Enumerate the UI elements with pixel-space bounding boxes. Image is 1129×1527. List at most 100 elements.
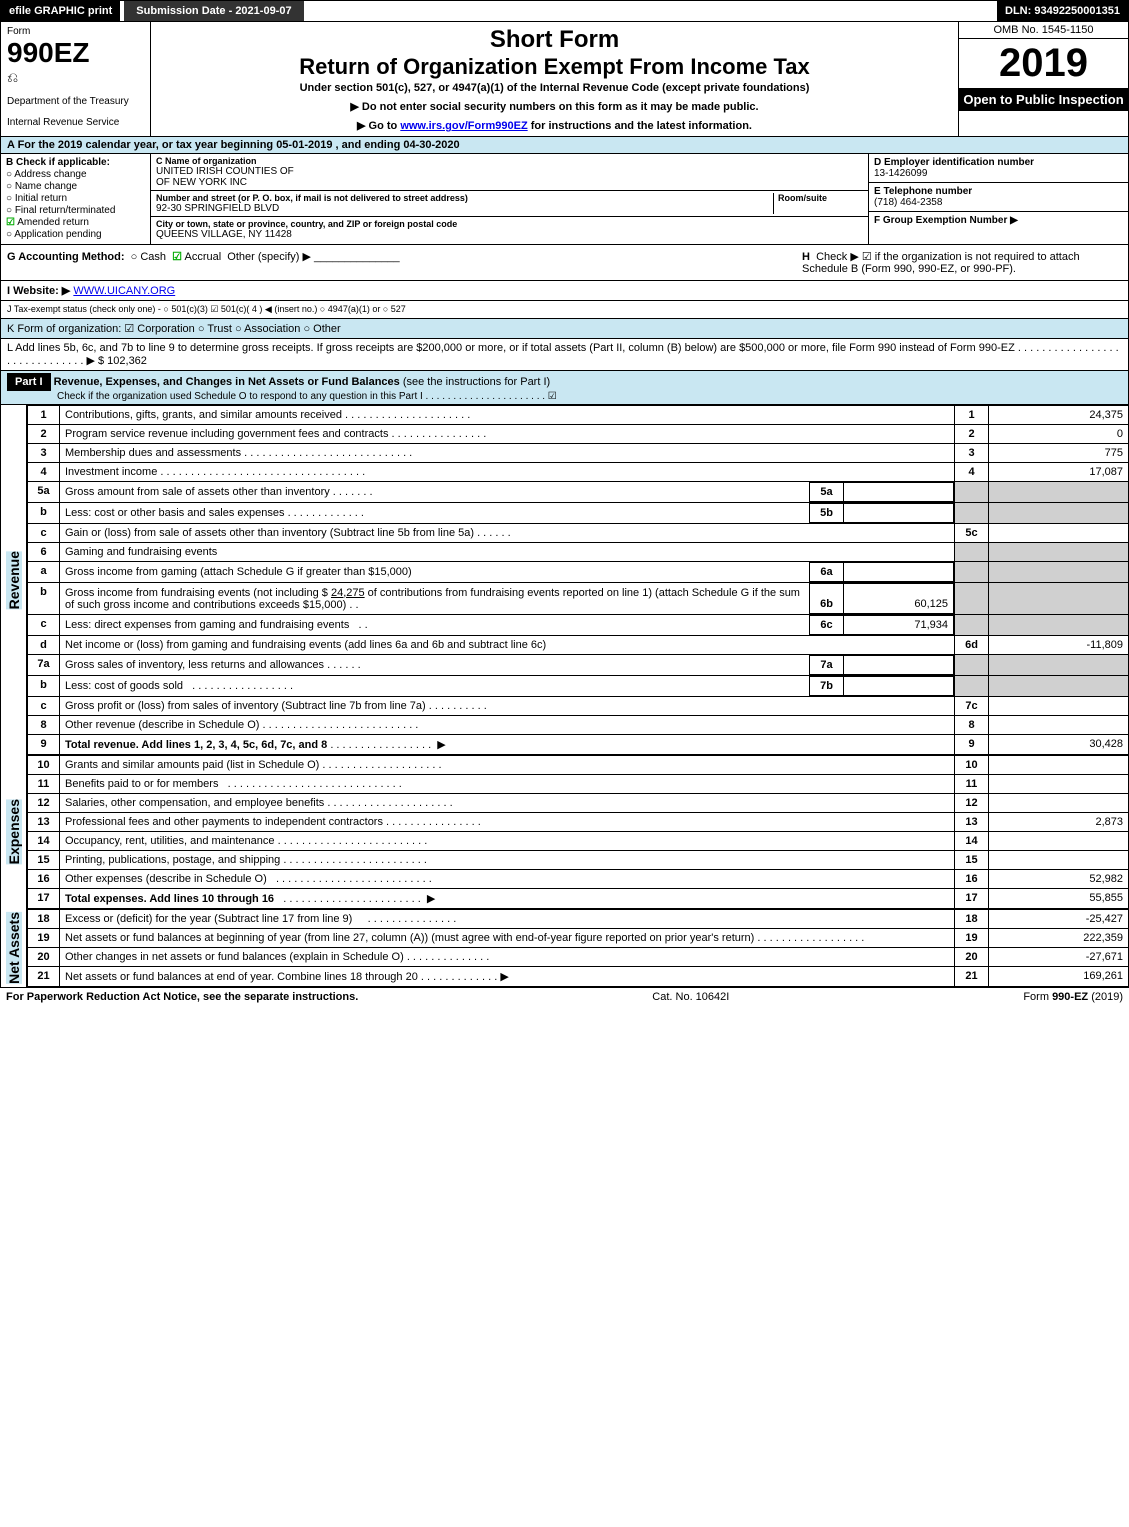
phone-value: (718) 464-2358 bbox=[874, 197, 1123, 208]
line-18: 18Excess or (deficit) for the year (Subt… bbox=[28, 910, 1129, 929]
line-8: 8Other revenue (describe in Schedule O) … bbox=[28, 716, 1129, 735]
line-5a: 5aGross amount from sale of assets other… bbox=[28, 482, 1129, 503]
ein-value: 13-1426099 bbox=[874, 168, 1123, 179]
expenses-section: Expenses 10Grants and similar amounts pa… bbox=[0, 755, 1129, 909]
row-l: L Add lines 5b, 6c, and 7b to line 9 to … bbox=[0, 339, 1129, 371]
g-label: G Accounting Method: bbox=[7, 251, 125, 263]
l-amount: $ 102,362 bbox=[98, 355, 147, 367]
open-inspection: Open to Public Inspection bbox=[959, 88, 1128, 111]
line-6d: dNet income or (loss) from gaming and fu… bbox=[28, 636, 1129, 655]
footer-mid: Cat. No. 10642I bbox=[652, 991, 729, 1003]
line-13: 13Professional fees and other payments t… bbox=[28, 813, 1129, 832]
section-b-title: B Check if applicable: bbox=[6, 157, 145, 168]
i-label: I Website: ▶ bbox=[7, 285, 70, 297]
netassets-side-label: Net Assets bbox=[6, 912, 22, 984]
form-header: Form 990EZ ⎌ Department of the Treasury … bbox=[0, 22, 1129, 137]
city-state-zip: QUEENS VILLAGE, NY 11428 bbox=[156, 229, 863, 240]
chk-name-change[interactable]: ○ Name change bbox=[6, 181, 145, 192]
efile-label[interactable]: efile GRAPHIC print bbox=[1, 1, 120, 21]
line-16: 16Other expenses (describe in Schedule O… bbox=[28, 870, 1129, 889]
arrow-line-2: ▶ Go to www.irs.gov/Form990EZ for instru… bbox=[161, 119, 948, 132]
arrow2-pre: ▶ Go to bbox=[357, 120, 400, 132]
line-7b: bLess: cost of goods sold . . . . . . . … bbox=[28, 676, 1129, 697]
short-form-label: Short Form bbox=[161, 26, 948, 54]
footer-left: For Paperwork Reduction Act Notice, see … bbox=[6, 991, 358, 1003]
section-c: C Name of organization UNITED IRISH COUN… bbox=[151, 154, 868, 244]
row-k: K Form of organization: ☑ Corporation ○ … bbox=[0, 319, 1129, 339]
line-5c: cGain or (loss) from sale of assets othe… bbox=[28, 524, 1129, 543]
org-name-1: UNITED IRISH COUNTIES OF bbox=[156, 166, 863, 177]
chk-amended-return[interactable]: ☑ Amended return bbox=[6, 217, 145, 228]
l-text: L Add lines 5b, 6c, and 7b to line 9 to … bbox=[7, 342, 1119, 367]
row-j: J Tax-exempt status (check only one) - ○… bbox=[0, 301, 1129, 319]
line-3: 3Membership dues and assessments . . . .… bbox=[28, 444, 1129, 463]
footer-right: Form 990-EZ (2019) bbox=[1023, 991, 1123, 1003]
part-1-header: Part I Revenue, Expenses, and Changes in… bbox=[0, 371, 1129, 405]
line-9: 9Total revenue. Add lines 1, 2, 3, 4, 5c… bbox=[28, 735, 1129, 755]
info-grid: B Check if applicable: ○ Address change … bbox=[0, 154, 1129, 245]
line-6c: cLess: direct expenses from gaming and f… bbox=[28, 615, 1129, 636]
part-1-check-line: Check if the organization used Schedule … bbox=[57, 391, 1122, 402]
g-cash[interactable]: Cash bbox=[140, 251, 166, 263]
row-g-h: G Accounting Method: ○ Cash ☑ Accrual Ot… bbox=[0, 245, 1129, 281]
right-box: OMB No. 1545-1150 2019 Open to Public In… bbox=[958, 22, 1128, 136]
room-label: Room/suite bbox=[778, 193, 863, 203]
h-label: H bbox=[802, 251, 810, 263]
revenue-section: Revenue 1Contributions, gifts, grants, a… bbox=[0, 405, 1129, 755]
arrow-line-1: ▶ Do not enter social security numbers o… bbox=[161, 100, 948, 113]
line-20: 20Other changes in net assets or fund ba… bbox=[28, 948, 1129, 967]
dept-treasury: Department of the Treasury bbox=[7, 96, 144, 107]
line-2: 2Program service revenue including gover… bbox=[28, 425, 1129, 444]
subtitle: Under section 501(c), 527, or 4947(a)(1)… bbox=[161, 82, 948, 94]
line-11: 11Benefits paid to or for members . . . … bbox=[28, 775, 1129, 794]
g-other[interactable]: Other (specify) ▶ bbox=[227, 251, 311, 263]
line-6b: bGross income from fundraising events (n… bbox=[28, 583, 1129, 615]
form-number-box: Form 990EZ ⎌ Department of the Treasury … bbox=[1, 22, 151, 136]
line-4: 4Investment income . . . . . . . . . . .… bbox=[28, 463, 1129, 482]
chk-initial-return[interactable]: ○ Initial return bbox=[6, 193, 145, 204]
omb-number: OMB No. 1545-1150 bbox=[959, 22, 1128, 39]
top-bar: efile GRAPHIC print Submission Date - 20… bbox=[0, 0, 1129, 22]
row-i: I Website: ▶ WWW.UICANY.ORG bbox=[0, 281, 1129, 301]
city-label: City or town, state or province, country… bbox=[156, 219, 863, 229]
expenses-side-label: Expenses bbox=[6, 799, 22, 864]
dln-label: DLN: 93492250001351 bbox=[997, 1, 1128, 21]
submission-date: Submission Date - 2021-09-07 bbox=[124, 1, 303, 21]
section-b: B Check if applicable: ○ Address change … bbox=[1, 154, 151, 244]
line-17: 17Total expenses. Add lines 10 through 1… bbox=[28, 889, 1129, 909]
street-address: 92-30 SPRINGFIELD BLVD bbox=[156, 203, 773, 214]
page-footer: For Paperwork Reduction Act Notice, see … bbox=[0, 987, 1129, 1006]
line-12: 12Salaries, other compensation, and empl… bbox=[28, 794, 1129, 813]
form-label: Form bbox=[7, 26, 144, 37]
net-assets-section: Net Assets 18Excess or (deficit) for the… bbox=[0, 909, 1129, 987]
chk-address-change[interactable]: ○ Address change bbox=[6, 169, 145, 180]
line-5b: bLess: cost or other basis and sales exp… bbox=[28, 503, 1129, 524]
website-link[interactable]: WWW.UICANY.ORG bbox=[73, 285, 175, 297]
part-1-title: Revenue, Expenses, and Changes in Net As… bbox=[54, 376, 400, 388]
form-number: 990EZ bbox=[7, 37, 144, 69]
line-15: 15Printing, publications, postage, and s… bbox=[28, 851, 1129, 870]
line-7a: 7aGross sales of inventory, less returns… bbox=[28, 655, 1129, 676]
h-text: Check ▶ ☑ if the organization is not req… bbox=[802, 251, 1080, 275]
line-10: 10Grants and similar amounts paid (list … bbox=[28, 756, 1129, 775]
irs-link[interactable]: www.irs.gov/Form990EZ bbox=[400, 120, 527, 132]
g-accrual[interactable]: Accrual bbox=[184, 251, 221, 263]
line-19: 19Net assets or fund balances at beginni… bbox=[28, 929, 1129, 948]
tax-year: 2019 bbox=[959, 39, 1128, 88]
line-14: 14Occupancy, rent, utilities, and mainte… bbox=[28, 832, 1129, 851]
chk-final-return[interactable]: ○ Final return/terminated bbox=[6, 205, 145, 216]
line-7c: cGross profit or (loss) from sales of in… bbox=[28, 697, 1129, 716]
chk-application-pending[interactable]: ○ Application pending bbox=[6, 229, 145, 240]
c-org-label: C Name of organization bbox=[156, 156, 863, 166]
line-6a: aGross income from gaming (attach Schedu… bbox=[28, 562, 1129, 583]
dept-irs: Internal Revenue Service bbox=[7, 117, 144, 128]
part-1-paren: (see the instructions for Part I) bbox=[403, 376, 550, 388]
arrow2-post: for instructions and the latest informat… bbox=[528, 120, 752, 132]
line-1: 1Contributions, gifts, grants, and simil… bbox=[28, 406, 1129, 425]
part-1-label: Part I bbox=[7, 373, 51, 391]
ein-label: D Employer identification number bbox=[874, 157, 1123, 168]
title-box: Short Form Return of Organization Exempt… bbox=[151, 22, 958, 136]
line-21: 21Net assets or fund balances at end of … bbox=[28, 967, 1129, 987]
section-d-e-f: D Employer identification number 13-1426… bbox=[868, 154, 1128, 244]
addr-label: Number and street (or P. O. box, if mail… bbox=[156, 193, 773, 203]
